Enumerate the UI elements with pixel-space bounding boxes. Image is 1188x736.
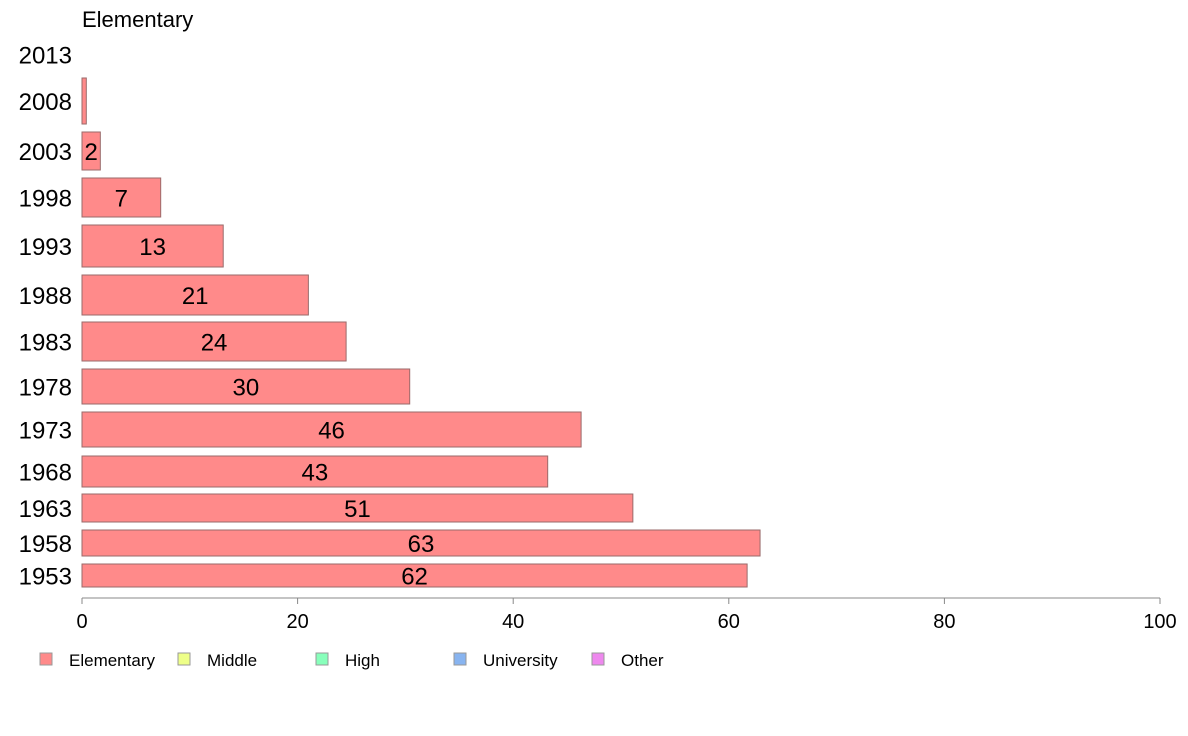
data-label-1978: 30: [233, 375, 260, 402]
x-tick-label-40: 40: [502, 611, 524, 633]
bar-1958: [81, 529, 761, 557]
legend-label-middle: Middle: [207, 651, 257, 670]
x-tick-label-80: 80: [933, 611, 955, 633]
x-tick-label-100: 100: [1143, 611, 1176, 633]
data-label-1983: 24: [201, 330, 228, 357]
x-axis: 0 20 40 60 80 100: [76, 597, 1177, 633]
data-label-1988: 21: [182, 283, 209, 310]
bar-1978: [81, 368, 411, 405]
data-label-1953: 62: [401, 564, 428, 591]
y-tick-2008: 2008: [19, 89, 72, 116]
legend-swatch-university: [453, 652, 467, 666]
x-tick-label-0: 0: [76, 611, 87, 633]
legend: Elementary Middle High University Other: [39, 651, 664, 670]
data-label-1998: 7: [115, 186, 128, 213]
bar-2008: [81, 77, 87, 125]
data-label-1958: 63: [408, 531, 435, 558]
bar-1973: [81, 411, 582, 448]
legend-label-other: Other: [621, 651, 664, 670]
bar-1998: [81, 177, 162, 218]
y-tick-1983: 1983: [19, 330, 72, 357]
y-tick-2013: 2013: [19, 43, 72, 70]
legend-label-high: High: [345, 651, 380, 670]
bar-1953: [81, 563, 748, 588]
x-tick-label-20: 20: [286, 611, 308, 633]
y-tick-1953: 1953: [19, 564, 72, 591]
y-tick-2003: 2003: [19, 139, 72, 166]
y-tick-1978: 1978: [19, 375, 72, 402]
legend-swatch-middle: [177, 652, 191, 666]
bar-1968: [81, 455, 549, 488]
data-label-1993: 13: [139, 234, 166, 261]
bar-2003: [81, 131, 101, 171]
y-tick-1963: 1963: [19, 496, 72, 523]
legend-label-university: University: [483, 651, 558, 670]
y-tick-1973: 1973: [19, 418, 72, 445]
bar-1963: [81, 493, 634, 523]
bar-1983: [81, 321, 347, 362]
data-label-1973: 46: [318, 418, 345, 445]
y-tick-labels: 1953 1958 1963 1968 1973 1978 1983 1988 1993 1998…: [19, 43, 72, 591]
x-tick-label-60: 60: [718, 611, 740, 633]
legend-swatch-elementary: [39, 652, 53, 666]
legend-label-elementary: Elementary: [69, 651, 155, 670]
data-label-1963: 51: [344, 496, 371, 523]
y-tick-1993: 1993: [19, 234, 72, 261]
legend-swatch-high: [315, 652, 329, 666]
y-tick-1988: 1988: [19, 283, 72, 310]
chart-title: Elementary: [82, 7, 193, 32]
legend-swatch-other: [591, 652, 605, 666]
y-tick-1968: 1968: [19, 460, 72, 487]
data-label-1968: 43: [301, 460, 328, 487]
y-tick-1998: 1998: [19, 186, 72, 213]
bar-1993: [81, 224, 224, 268]
data-label-2003: 2: [84, 139, 97, 166]
y-tick-1958: 1958: [19, 531, 72, 558]
bar-1988: [81, 274, 309, 316]
